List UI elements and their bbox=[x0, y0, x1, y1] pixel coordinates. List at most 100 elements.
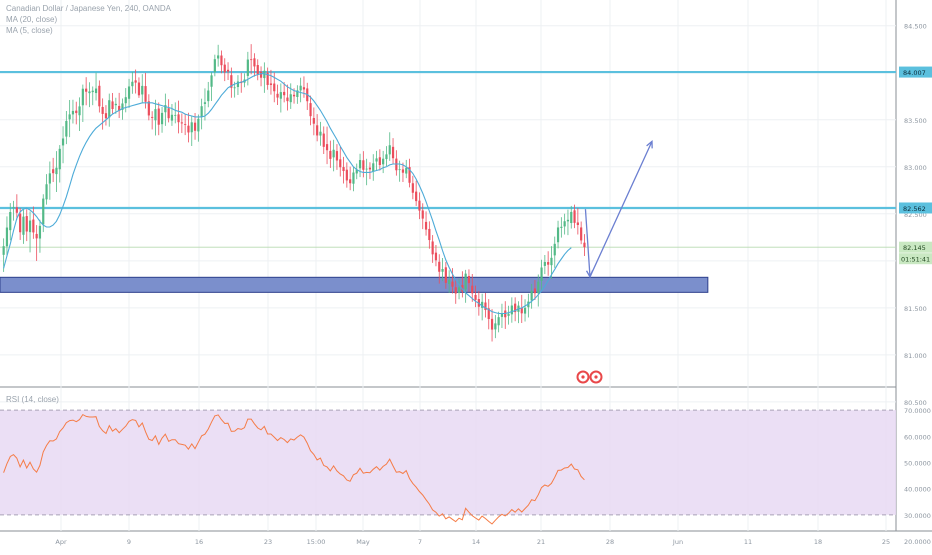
rsi-title: RSI (14, close) bbox=[6, 395, 59, 404]
projection-arrowhead-down bbox=[585, 270, 594, 279]
candle-body bbox=[319, 131, 322, 136]
candle-body bbox=[220, 55, 223, 66]
candle-body bbox=[358, 160, 362, 169]
candle-body bbox=[121, 103, 124, 110]
price-tick-label: 83.000 bbox=[904, 164, 927, 172]
candle-body bbox=[71, 110, 75, 115]
time-tick-label: 7 bbox=[418, 538, 422, 546]
candle-body bbox=[540, 267, 543, 281]
candle-body bbox=[177, 114, 180, 123]
candle-body bbox=[553, 243, 556, 256]
candle-body bbox=[207, 90, 210, 102]
support-zone bbox=[0, 276, 709, 293]
candle-body bbox=[213, 59, 216, 73]
candle-body bbox=[85, 88, 88, 92]
candle-body bbox=[210, 75, 213, 87]
candle-body bbox=[563, 221, 566, 227]
candle-body bbox=[263, 70, 266, 79]
candle-body bbox=[108, 100, 111, 118]
candle-body bbox=[560, 226, 563, 228]
candle-body bbox=[362, 160, 365, 170]
candle-body bbox=[75, 110, 78, 114]
candle-body bbox=[236, 81, 240, 88]
candle-body bbox=[5, 227, 9, 247]
countdown-label: 01:51:41 bbox=[901, 256, 930, 264]
time-tick-label: 23 bbox=[264, 538, 272, 546]
candles bbox=[2, 44, 586, 342]
candle-body bbox=[144, 86, 147, 102]
candle-body bbox=[510, 305, 513, 315]
candle-body bbox=[580, 227, 583, 241]
candle-body bbox=[19, 213, 22, 233]
rsi-tick-label: 60.0000 bbox=[904, 433, 931, 441]
candle-body bbox=[279, 92, 282, 99]
candle-body bbox=[444, 267, 447, 283]
candle-body bbox=[88, 91, 91, 94]
candle-body bbox=[111, 101, 114, 110]
candle-body bbox=[94, 88, 98, 94]
candle-body bbox=[12, 207, 15, 209]
candle-body bbox=[372, 163, 375, 172]
candle-body bbox=[68, 114, 71, 120]
rsi-tick-label: 30.0000 bbox=[904, 512, 931, 520]
candle-body bbox=[481, 301, 484, 308]
time-tick-label: Jun bbox=[672, 538, 683, 546]
candle-body bbox=[81, 88, 84, 106]
candle-body bbox=[65, 120, 68, 137]
candle-body bbox=[124, 97, 127, 104]
candle-body bbox=[342, 167, 345, 172]
candle-body bbox=[454, 287, 457, 294]
rsi-pane: 70.0000 60.0000 50.0000 40.0000 30.0000 20.00… bbox=[0, 407, 931, 546]
candle-body bbox=[448, 279, 451, 285]
level-price-label: 84.007 bbox=[903, 69, 926, 77]
candle-body bbox=[484, 302, 487, 311]
candle-body bbox=[170, 114, 174, 121]
candle-body bbox=[487, 308, 490, 320]
candle-body bbox=[421, 210, 424, 219]
candle-body bbox=[355, 169, 358, 174]
ma20-legend: MA (20, close) bbox=[6, 15, 58, 24]
candle-body bbox=[35, 233, 38, 239]
time-tick-label: 21 bbox=[537, 538, 545, 546]
time-tick-label: 14 bbox=[472, 538, 480, 546]
tv-logo-icon bbox=[576, 370, 603, 384]
candle-body bbox=[200, 106, 203, 117]
candle-body bbox=[415, 191, 418, 202]
candle-body bbox=[233, 87, 236, 89]
candle-body bbox=[408, 167, 411, 183]
ma5-legend: MA (5, close) bbox=[6, 26, 53, 35]
candle-body bbox=[339, 159, 342, 168]
rsi-tick-label: 50.0000 bbox=[904, 460, 931, 468]
time-tick-label: 11 bbox=[744, 538, 752, 546]
price-tick-label: 80.500 bbox=[904, 399, 927, 407]
candle-body bbox=[471, 285, 474, 294]
candle-body bbox=[32, 219, 35, 233]
candle-body bbox=[98, 85, 101, 107]
candle-body bbox=[497, 317, 500, 326]
rsi-line bbox=[3, 413, 585, 525]
candle-body bbox=[101, 106, 104, 114]
candle-body bbox=[573, 210, 576, 223]
candle-body bbox=[9, 212, 12, 231]
candle-body bbox=[550, 257, 553, 266]
candle-body bbox=[230, 75, 233, 88]
time-tick-label: 28 bbox=[606, 538, 614, 546]
candle-body bbox=[576, 222, 579, 226]
candle-body bbox=[438, 261, 441, 272]
candle-body bbox=[428, 228, 431, 241]
candle-body bbox=[61, 138, 65, 146]
candle-body bbox=[157, 108, 160, 125]
candle-body bbox=[385, 154, 388, 160]
candle-body bbox=[276, 93, 279, 98]
candle-body bbox=[174, 114, 177, 116]
candle-body bbox=[309, 103, 312, 117]
candle-body bbox=[398, 169, 401, 171]
last-price-tag bbox=[899, 241, 932, 253]
candle-body bbox=[25, 216, 28, 232]
candle-body bbox=[431, 241, 434, 255]
logo-dot-right bbox=[594, 375, 598, 379]
candle-body bbox=[405, 167, 408, 174]
candle-body bbox=[131, 81, 134, 87]
candle-body bbox=[91, 90, 94, 93]
candle-body bbox=[530, 290, 533, 301]
